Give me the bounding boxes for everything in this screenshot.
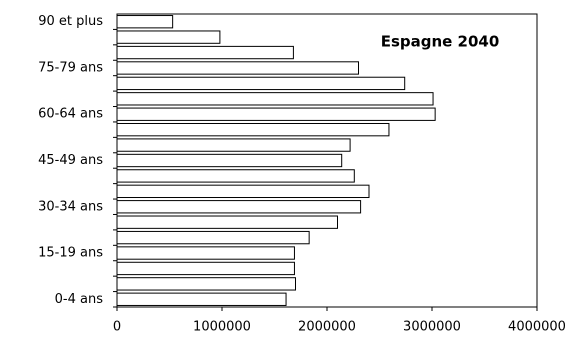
bar <box>116 200 362 214</box>
bar <box>116 122 390 137</box>
bar <box>116 30 221 44</box>
bar <box>116 15 174 29</box>
x-tick-label: 3000000 <box>403 320 461 335</box>
bar <box>116 261 295 276</box>
bar <box>116 76 406 91</box>
bar <box>116 138 351 152</box>
x-tick-label: 2000000 <box>298 320 356 335</box>
y-tick-label: 75-79 ans <box>38 60 103 75</box>
y-tick-label: 60-64 ans <box>38 107 103 122</box>
bar <box>116 184 370 199</box>
bar <box>116 292 287 306</box>
y-tick-label: 30-34 ans <box>38 199 103 214</box>
y-tick-label: 45-49 ans <box>38 153 103 168</box>
x-tick-label: 4000000 <box>508 320 566 335</box>
chart-title: Espagne 2040 <box>381 33 500 51</box>
bar <box>116 230 310 245</box>
bar <box>116 215 338 229</box>
x-tick-label: 1000000 <box>193 320 251 335</box>
bar <box>116 61 359 75</box>
bar <box>116 92 434 106</box>
bar <box>116 169 355 183</box>
bar <box>116 45 294 60</box>
bar <box>116 153 343 168</box>
y-tick-label: 90 et plus <box>38 14 103 29</box>
bar <box>116 107 436 121</box>
bar <box>116 277 296 291</box>
y-tick-label: 0-4 ans <box>55 292 104 307</box>
bar <box>116 246 295 260</box>
x-tick-label: 0 <box>113 320 121 335</box>
y-tick-label: 15-19 ans <box>38 246 103 261</box>
